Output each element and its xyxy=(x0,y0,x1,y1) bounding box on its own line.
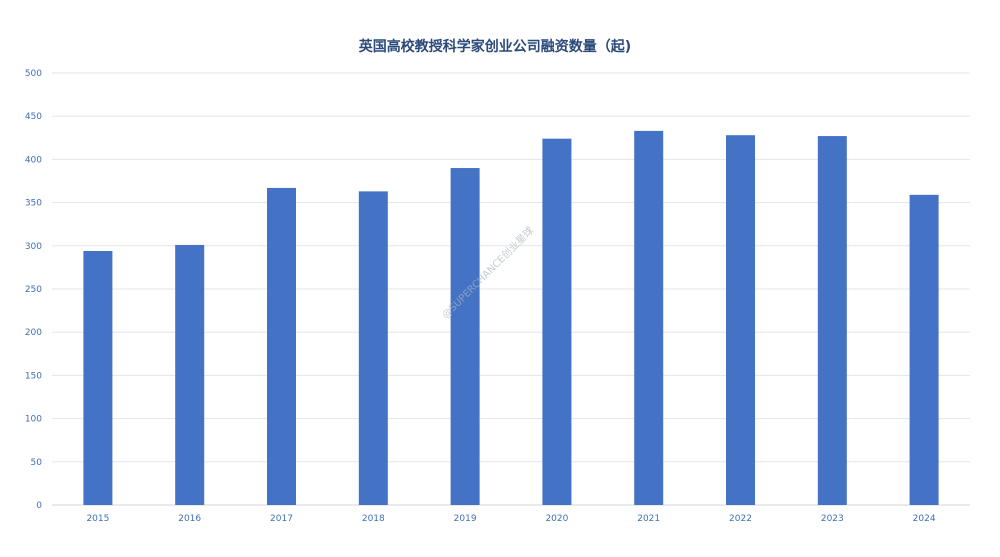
y-tick-label: 500 xyxy=(25,69,42,79)
y-tick-label: 50 xyxy=(31,458,43,468)
bar-2015 xyxy=(83,250,113,505)
x-tick-label: 2024 xyxy=(913,514,936,524)
gridlines xyxy=(52,72,970,506)
bar-2017 xyxy=(267,187,296,506)
x-tick-label: 2016 xyxy=(178,514,201,524)
x-axis-ticks: 2015 2016 2017 2018 2019 2020 2021 2022 2023 2024 xyxy=(86,514,935,524)
bar-2022 xyxy=(726,135,755,505)
x-tick-label: 2017 xyxy=(270,514,293,524)
x-tick-label: 2020 xyxy=(545,514,568,524)
y-tick-label: 450 xyxy=(25,112,42,122)
y-tick-label: 100 xyxy=(25,415,42,425)
x-tick-label: 2023 xyxy=(821,514,844,524)
bar-2020 xyxy=(542,138,572,505)
y-tick-label: 400 xyxy=(25,155,42,165)
chart-title: 英国高校教授科学家创业公司融资数量（起) xyxy=(358,38,631,55)
x-tick-label: 2021 xyxy=(637,514,660,524)
y-tick-label: 200 xyxy=(25,328,42,338)
x-tick-label: 2022 xyxy=(729,514,752,524)
bar-2019 xyxy=(450,168,480,506)
x-tick-label: 2018 xyxy=(362,514,385,524)
x-tick-label: 2019 xyxy=(454,514,477,524)
bar-2024 xyxy=(909,194,939,505)
bar-2016 xyxy=(175,244,205,505)
y-tick-label: 300 xyxy=(25,242,42,252)
bar-2018 xyxy=(358,191,388,506)
x-tick-label: 2015 xyxy=(86,514,109,524)
y-tick-label: 350 xyxy=(25,199,42,209)
y-tick-label: 150 xyxy=(25,371,42,381)
bars xyxy=(83,130,939,506)
y-axis-ticks: 0 50 100 150 200 250 300 350 400 450 500 xyxy=(25,69,42,511)
bar-2023 xyxy=(817,136,847,505)
y-tick-label: 250 xyxy=(25,285,42,295)
bar-2021 xyxy=(634,130,664,505)
y-tick-label: 0 xyxy=(36,501,42,511)
